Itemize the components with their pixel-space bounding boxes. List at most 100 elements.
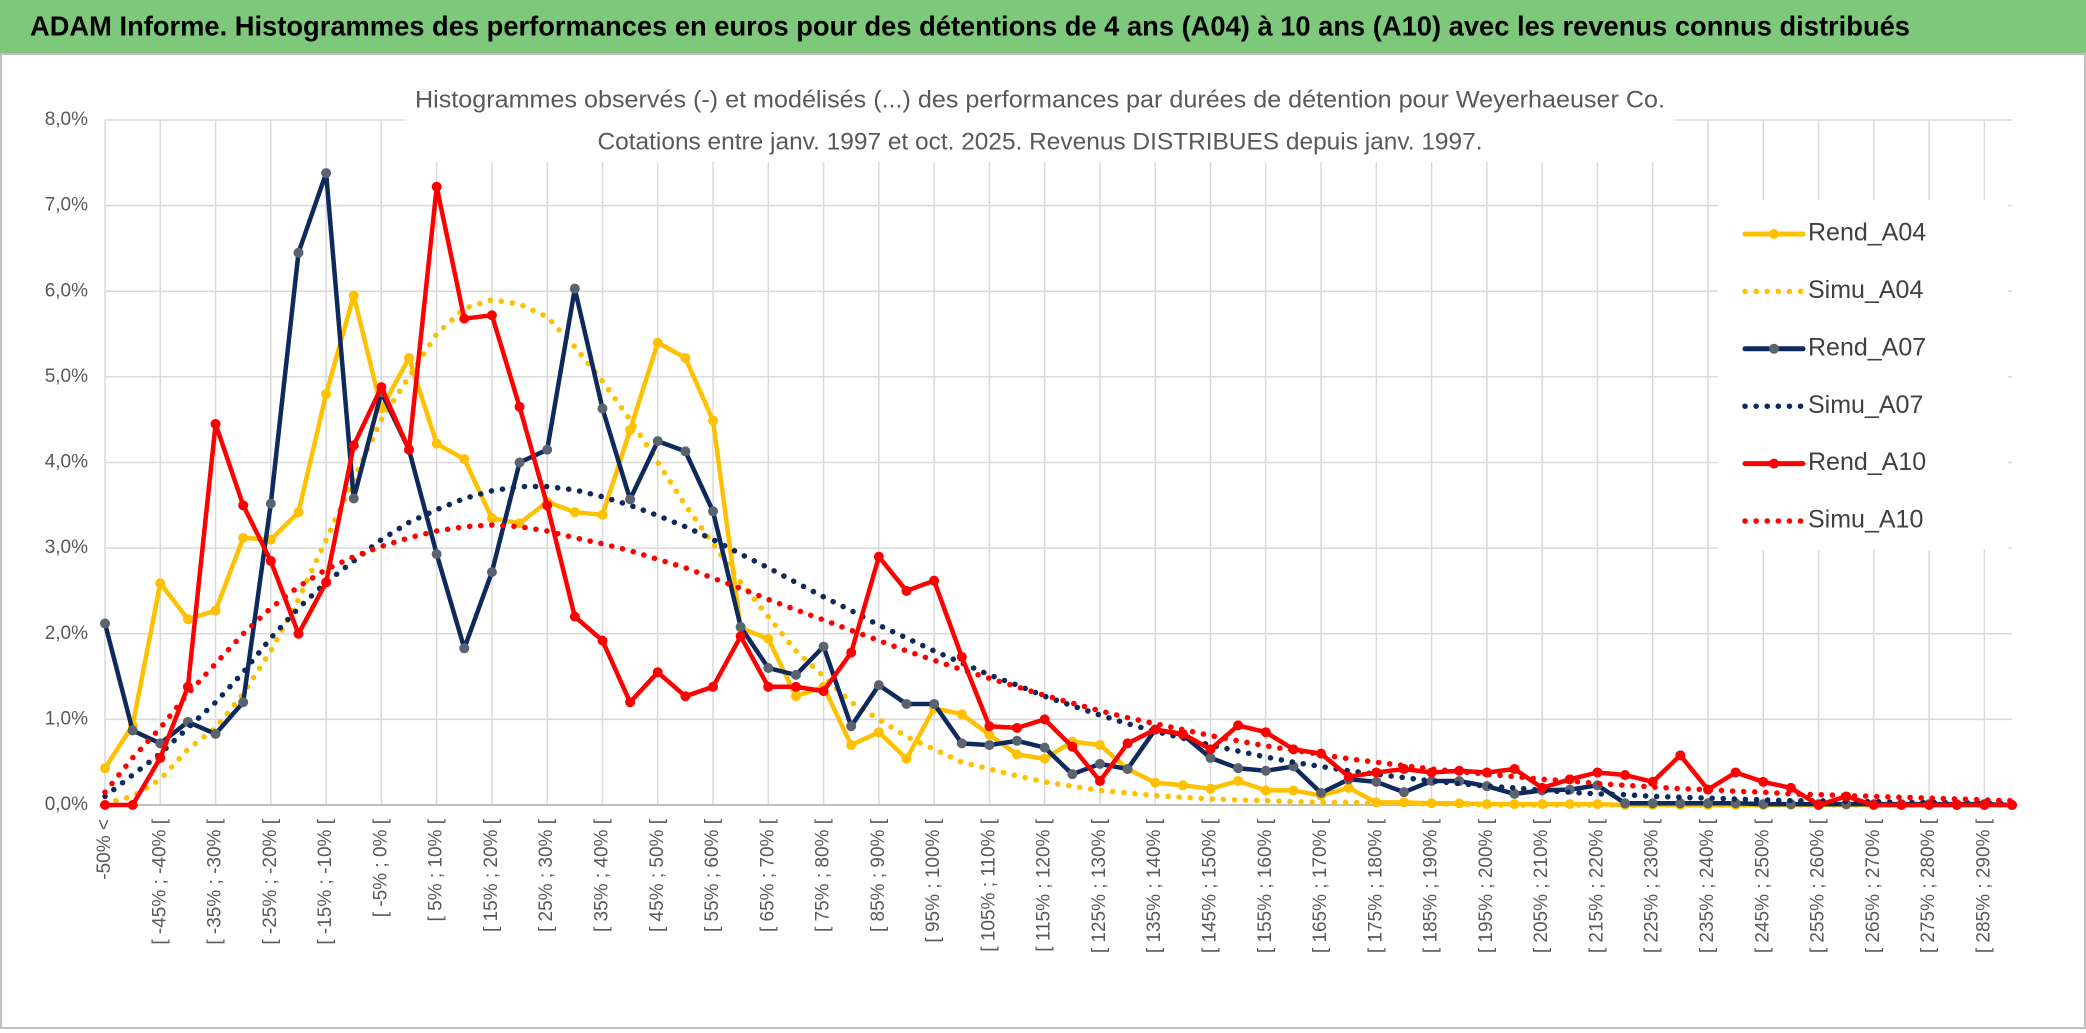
data-point [210,605,221,616]
data-point [846,647,857,658]
data-point [984,729,995,740]
y-tick-label: 4,0% [45,452,88,473]
data-point [514,401,525,412]
data-point [597,509,608,520]
x-tick-label: [ 205% ; 210% [ [1531,818,1552,953]
data-point [1150,724,1161,735]
data-point [790,669,801,680]
x-tick-label: [ 15% ; 20% [ [481,818,502,932]
data-point [680,353,691,364]
x-tick-label: [ -25% ; -20% [ [260,818,281,944]
data-point [763,633,774,644]
data-point [1371,776,1382,787]
x-tick-label: [ 285% ; 290% [ [1973,818,1994,953]
x-tick-label: [ 45% ; 50% [ [647,818,668,932]
data-point [293,507,304,518]
x-tick-label: [ 215% ; 220% [ [1586,818,1607,953]
data-point [680,446,691,457]
data-point [680,691,691,702]
observed-line [102,170,2015,808]
x-tick-label: [ 265% ; 270% [ [1863,818,1884,953]
x-tick-label: [ 175% ; 180% [ [1365,818,1386,953]
y-tick-label: 7,0% [45,195,88,216]
data-point [956,709,967,720]
data-point [431,549,442,560]
data-point [625,494,636,505]
data-point [1094,758,1105,769]
legend-label: Simu_A10 [1808,506,1923,534]
data-point [100,618,110,629]
data-point [431,181,442,192]
data-point [210,728,221,739]
y-tick-label: 6,0% [45,280,88,301]
data-point [569,507,580,518]
data-point [790,691,801,702]
header-bar [0,0,2086,54]
data-point [1951,800,1962,810]
data-point [293,247,304,258]
data-point [348,493,359,504]
data-point [542,444,553,455]
x-tick-label: [ 145% ; 150% [ [1200,818,1221,953]
x-tick-label: [ 35% ; 40% [ [591,818,612,932]
data-point [293,628,304,639]
data-point [1205,744,1216,755]
data-point [1260,785,1271,796]
data-point [873,551,884,562]
data-point [652,667,663,678]
data-point [1620,798,1631,809]
x-tick-label: [ 225% ; 230% [ [1642,818,1663,953]
data-point [1260,765,1271,776]
data-point [1509,764,1520,775]
data-point [1039,714,1050,725]
data-point [1979,800,1990,810]
data-point [1675,798,1686,809]
x-tick-label: [ 25% ; 30% [ [536,818,557,932]
data-point [1150,777,1161,788]
x-tick-label: [ 255% ; 260% [ [1808,818,1829,953]
observed-line [102,184,2015,808]
data-point [127,800,138,810]
data-point [404,444,415,455]
x-tick-label: [ 55% ; 60% [ [702,818,723,932]
data-point [1233,763,1244,774]
x-tick-label: [ 245% ; 250% [ [1752,818,1773,953]
data-point [321,168,332,179]
data-point [597,635,608,646]
data-point [708,506,719,517]
x-tick-label: [ 105% ; 110% [ [978,818,999,951]
data-point [1924,800,1935,810]
data-point [873,680,884,691]
data-point [459,454,470,465]
data-point [984,740,995,751]
data-point [238,500,249,511]
data-point [1012,749,1023,760]
legend: Rend_A04 Simu_A04 Rend_A07 Simu_A07 Rend_A10… [1718,200,2008,550]
x-tick-label: [ 155% ; 160% [ [1255,818,1276,953]
data-point [1896,800,1907,810]
data-point [569,611,580,622]
legend-marker [1769,458,1779,469]
data-point [127,725,138,736]
legend-marker [1769,229,1779,239]
data-point [956,738,967,749]
x-tick-label: [ 85% ; 90% [ [868,818,889,932]
y-tick-label: 1,0% [45,708,88,729]
x-tick-label: [ 275% ; 280% [ [1918,818,1939,953]
data-point [486,567,497,578]
legend-marker [1769,343,1779,354]
data-point [790,681,801,692]
data-point [1730,767,1741,778]
data-point [265,555,276,566]
data-point [404,353,415,364]
y-tick-label: 0,0% [45,794,88,815]
data-point [1205,752,1216,763]
data-point [1205,783,1216,794]
data-point [735,631,746,642]
legend-label: Simu_A04 [1808,276,1923,304]
data-point [1868,800,1879,810]
data-point [1343,771,1354,782]
data-point [1122,764,1133,775]
plot-area [100,168,2017,810]
